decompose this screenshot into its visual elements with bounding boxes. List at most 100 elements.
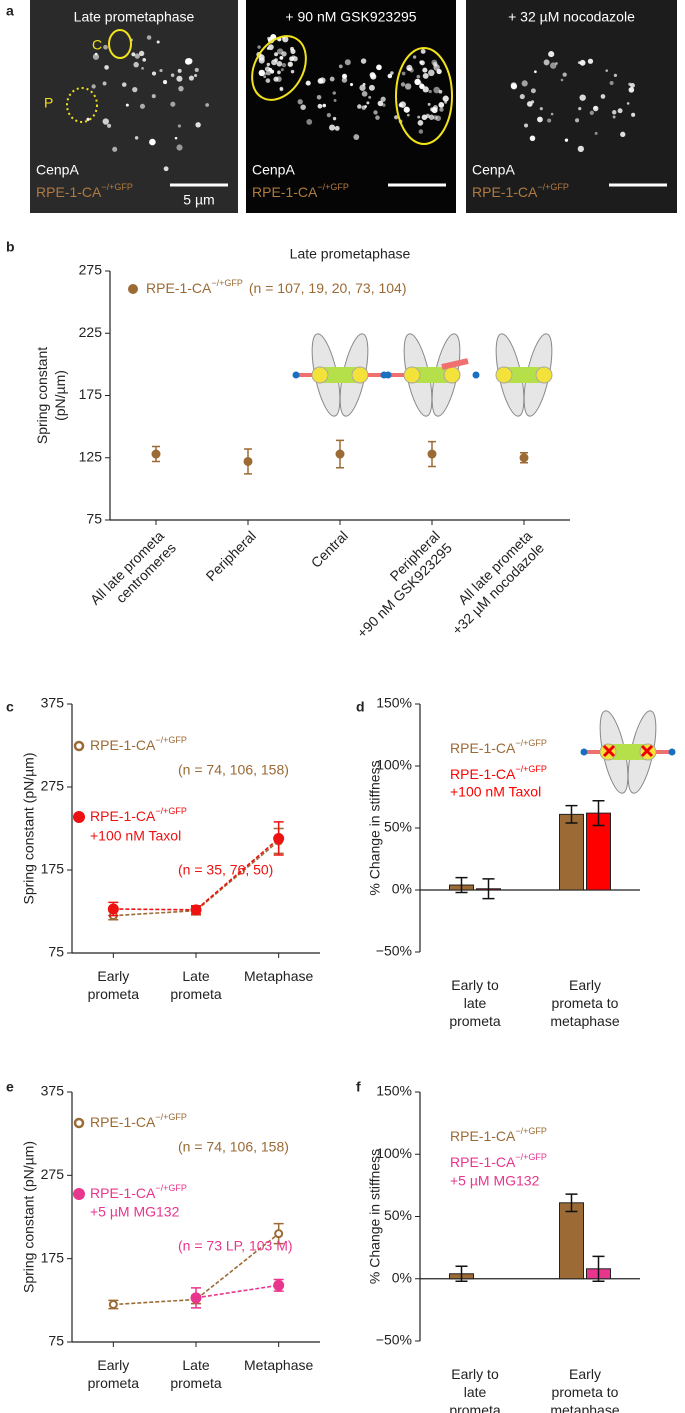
y-tick-label: 0% [392, 1269, 412, 1285]
spot [428, 69, 435, 77]
spot [382, 103, 386, 107]
spot [317, 78, 324, 84]
legend-name: RPE-1-CA [90, 737, 156, 753]
y-tick-label: 375 [41, 1083, 65, 1099]
spot [305, 80, 311, 86]
x-tick-label-line: Late [182, 968, 209, 984]
legend-line2: +100 nM Taxol [450, 784, 541, 800]
spot [377, 100, 384, 107]
legend-sup: −/+GFP [515, 1152, 547, 1162]
x-tick-label-line: Central [308, 527, 351, 570]
region [66, 87, 98, 123]
x-tick-label-line: Early to [451, 977, 499, 993]
spot [149, 138, 156, 146]
legend-marker [73, 1117, 85, 1129]
spot [400, 82, 406, 87]
x-tick-label: Early to late prometa [449, 977, 501, 1029]
spot [539, 107, 543, 111]
spot [550, 112, 554, 116]
x-tick-label: Central [308, 527, 351, 570]
spot [375, 115, 380, 120]
spot [112, 146, 118, 152]
cell-line-sup: −/+GFP [101, 182, 133, 192]
spot [329, 124, 336, 131]
spot [170, 73, 175, 77]
spot [519, 93, 525, 100]
x-tick-label: Early prometa to metaphase [550, 977, 619, 1029]
spot [263, 75, 267, 79]
error-bar [592, 1255, 605, 1282]
spot [104, 65, 109, 70]
spot [289, 56, 295, 62]
legend-n: (n = 74, 106, 158) [178, 762, 289, 778]
spot [102, 81, 107, 86]
spot [329, 76, 335, 82]
spot [265, 78, 271, 83]
spot [300, 104, 306, 110]
line [195, 1284, 279, 1299]
spot [178, 85, 184, 92]
spot [317, 103, 323, 109]
legend-line2: +100 nM Taxol [90, 828, 181, 844]
spot [421, 114, 428, 121]
spot [620, 131, 626, 137]
point [151, 449, 161, 459]
legend-entry: RPE-1-CA−/+GFP [450, 1126, 547, 1143]
spot [194, 67, 199, 72]
bar [559, 813, 584, 891]
x-tick-label-line: prometa to [552, 1384, 619, 1400]
cell-line-name: RPE-1-CA [36, 184, 102, 200]
spot [534, 70, 537, 74]
spot [195, 122, 201, 128]
micrograph [246, 0, 456, 213]
legend-line2: +5 µM MG132 [90, 1204, 180, 1220]
spot [612, 115, 616, 119]
x-tick-label: Peripheral+90 nM GSK923295 [341, 527, 454, 640]
legend-marker [73, 740, 85, 752]
x-tick-label-line: prometa [449, 1402, 501, 1413]
spot [547, 118, 552, 123]
spot [177, 124, 182, 128]
y-axis-label-line: (pN/µm) [52, 370, 68, 421]
spot [368, 95, 372, 99]
spot [631, 112, 636, 117]
spot [306, 119, 313, 125]
point [107, 903, 119, 915]
x-tick-label-line: prometa to [552, 995, 619, 1011]
spot [404, 83, 412, 90]
spot [258, 57, 265, 64]
spot [587, 58, 594, 64]
spot [560, 78, 564, 82]
spot [419, 60, 425, 66]
cell-line: RPE-1-CA−/+GFP [36, 182, 133, 199]
x-tick-label: Metaphase [244, 968, 313, 984]
scale-label: 5 µm [183, 192, 214, 208]
legend-name: RPE-1-CA [146, 280, 212, 296]
y-tick-label: 175 [41, 861, 65, 877]
spot [600, 94, 606, 99]
spot [332, 91, 336, 95]
spot [134, 136, 139, 140]
spot [287, 61, 293, 67]
spot [279, 86, 284, 91]
spot [403, 106, 410, 113]
spot [376, 64, 382, 71]
spot [373, 110, 378, 115]
error-bar [592, 799, 605, 827]
x-tick-label-line: Late [182, 1357, 209, 1373]
legend-line2: +5 µM MG132 [450, 1173, 540, 1189]
cell-line-sup: −/+GFP [317, 182, 349, 192]
spot [524, 123, 529, 128]
x-tick-label-line: Early [97, 968, 129, 984]
spot [613, 73, 618, 78]
spot [349, 83, 354, 87]
legend-sup: −/+GFP [515, 738, 547, 748]
spot [176, 75, 183, 82]
y-axis-label-line: Spring constant [34, 347, 50, 444]
cell-line: RPE-1-CA−/+GFP [252, 182, 349, 199]
cell-line-name: RPE-1-CA [252, 184, 318, 200]
spot [139, 103, 146, 109]
spot [442, 95, 449, 102]
point [108, 1300, 118, 1309]
spot [562, 72, 567, 77]
